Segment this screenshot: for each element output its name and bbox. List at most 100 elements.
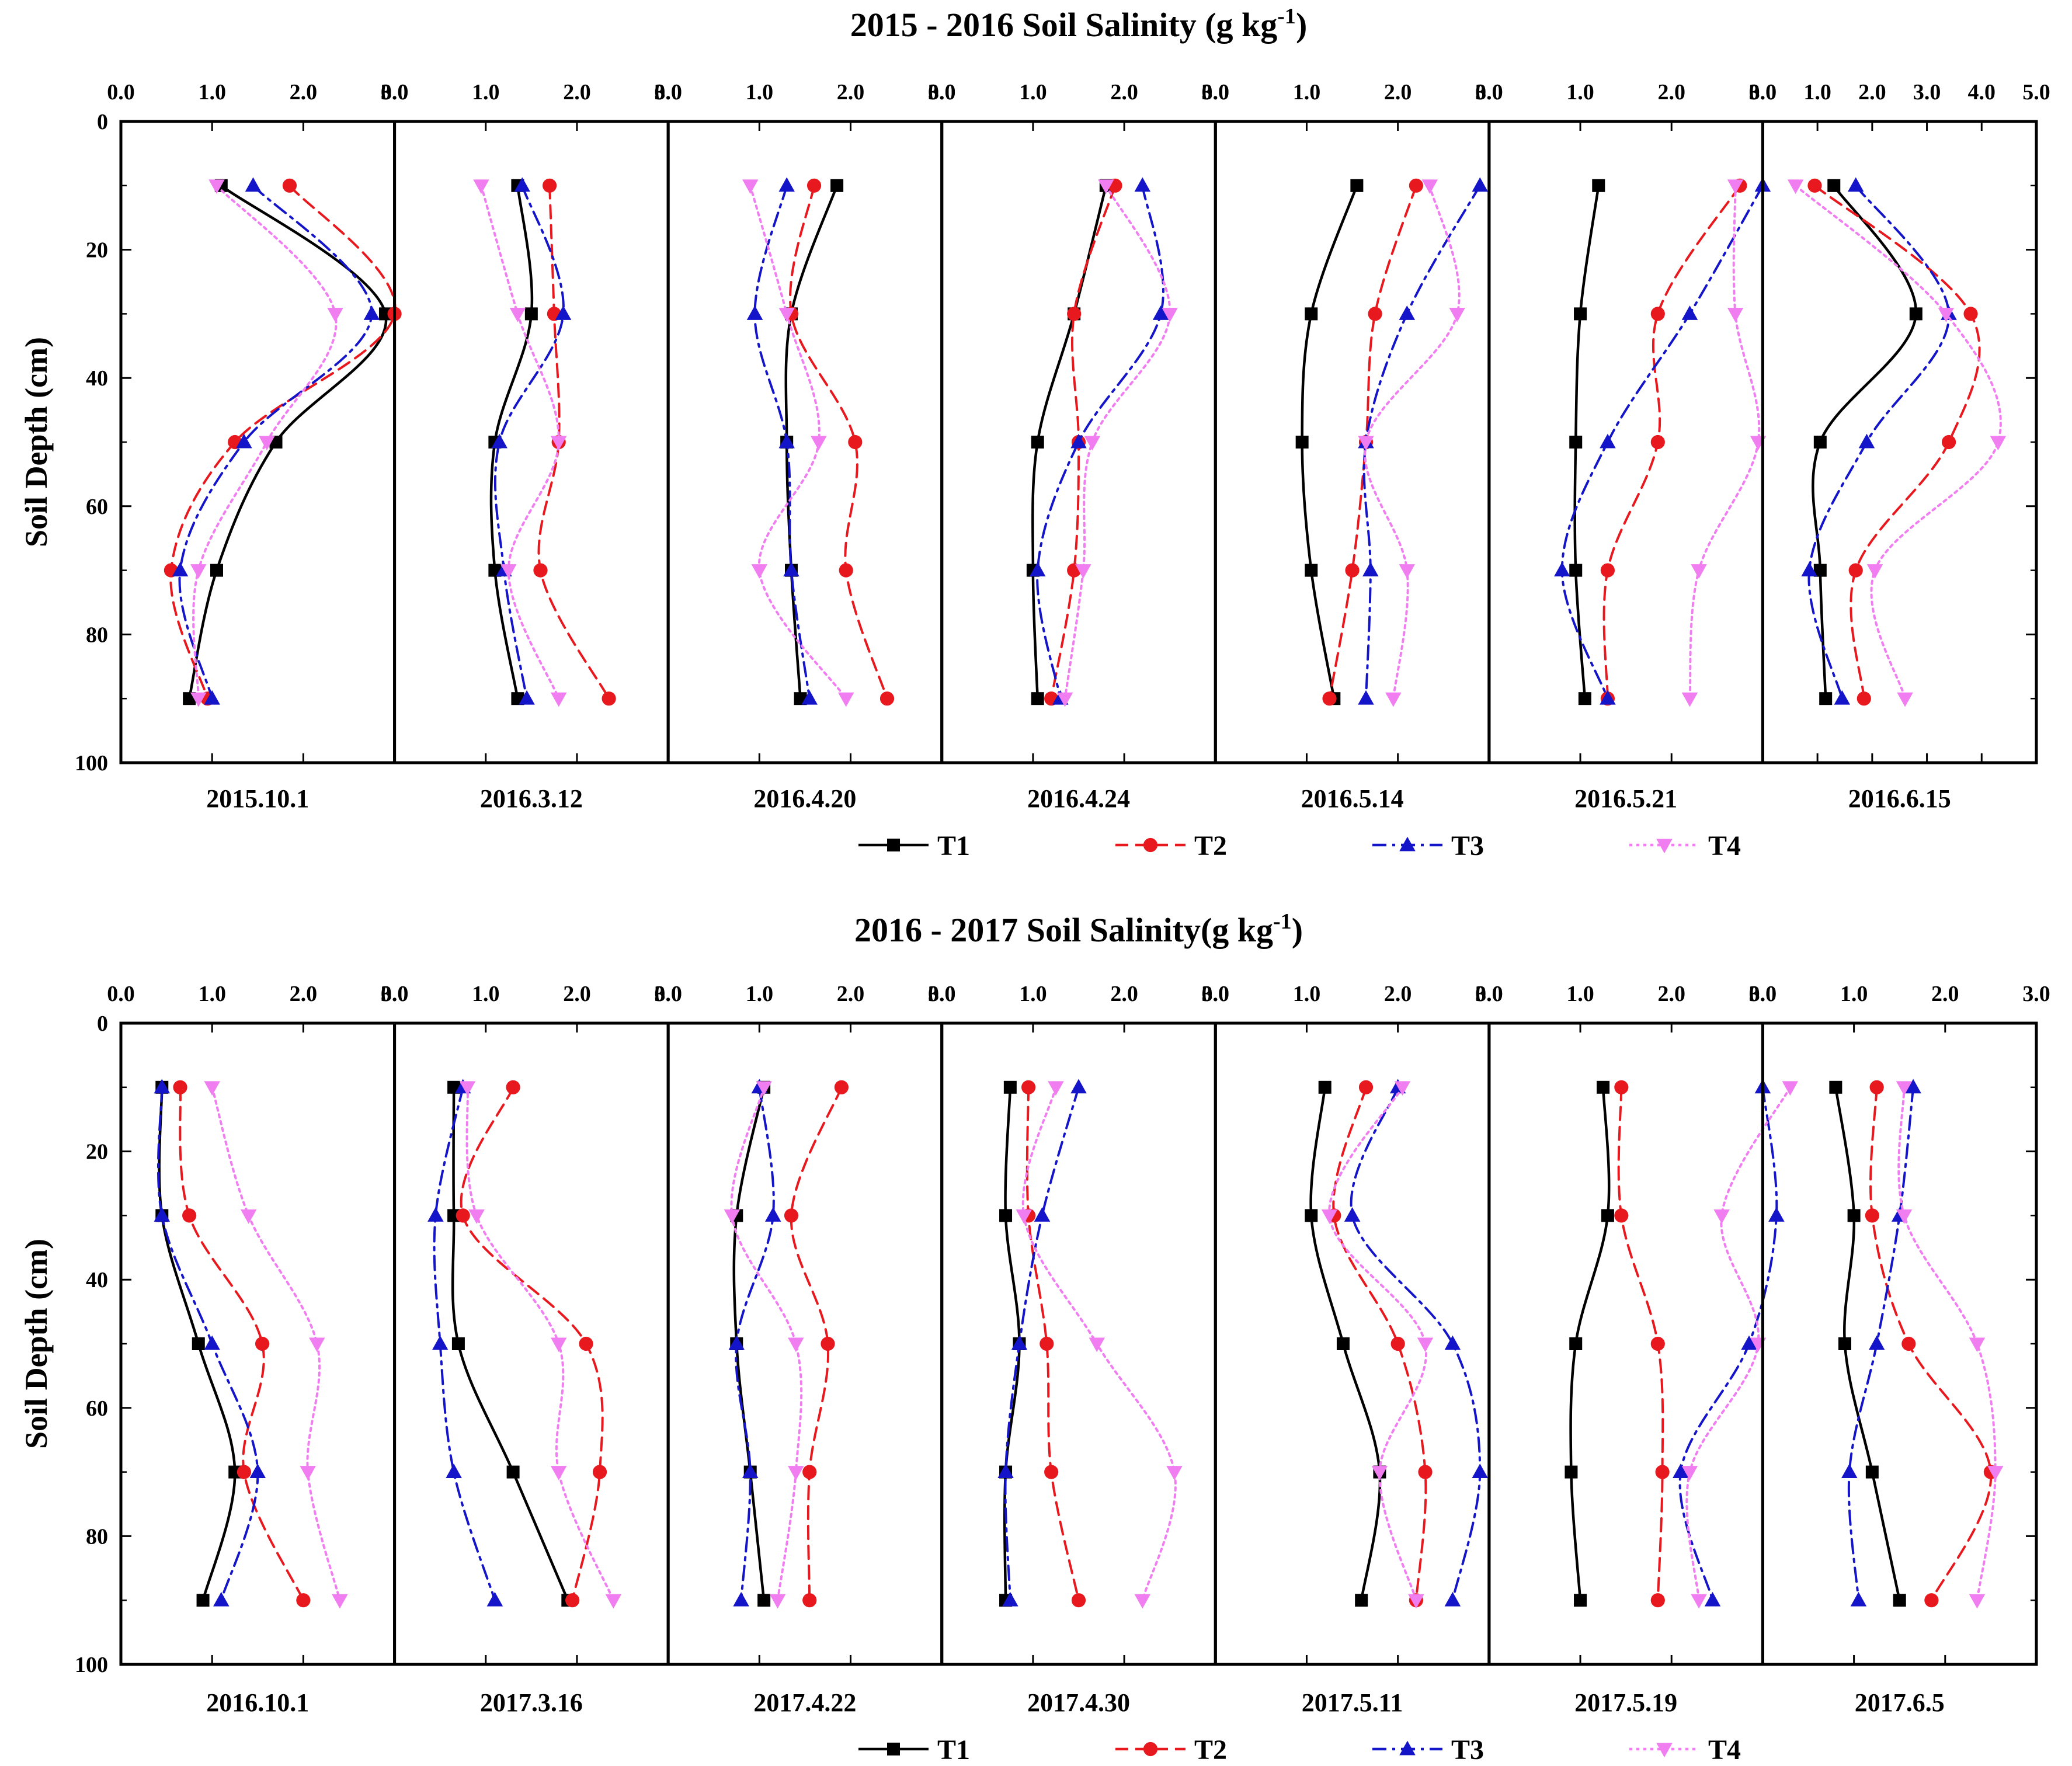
fig2-point-t4 bbox=[1896, 1209, 1913, 1224]
fig2-point-t2 bbox=[1650, 1336, 1665, 1351]
fig1-point-t4 bbox=[1681, 692, 1698, 707]
fig1-point-t2 bbox=[1409, 178, 1424, 193]
fig2-point-t2 bbox=[456, 1208, 470, 1223]
fig1-legend-label-t2: T2 bbox=[1194, 830, 1227, 861]
fig2-panel-frame bbox=[666, 1021, 944, 1666]
fig1-point-t1 bbox=[1031, 436, 1044, 449]
fig1-point-t4 bbox=[1385, 692, 1402, 707]
fig2-xtick-label: 2.0 bbox=[1657, 982, 1685, 1006]
fig1-point-t2 bbox=[1067, 307, 1082, 321]
fig1-point-t4 bbox=[751, 564, 768, 579]
fig2-xtick-label: 0.0 bbox=[1749, 982, 1777, 1006]
fig1-series-line-t4 bbox=[192, 184, 338, 700]
fig2-ylabel: Soil Depth (cm) bbox=[19, 1239, 54, 1449]
fig2-panel-frame bbox=[1487, 1021, 1764, 1666]
fig1-xtick-label: 2.0 bbox=[1858, 80, 1886, 105]
fig1-point-t4 bbox=[1787, 179, 1804, 194]
fig1-point-t1 bbox=[1813, 564, 1827, 577]
fig1-title: 2015 - 2016 Soil Salinity (g kg-1) bbox=[850, 4, 1308, 44]
fig2-point-t1 bbox=[1336, 1337, 1350, 1350]
fig1-point-t2 bbox=[1600, 563, 1615, 578]
fig2-point-t2 bbox=[1040, 1336, 1054, 1351]
fig2-xtick-label: 3.0 bbox=[381, 982, 409, 1006]
fig2-date-label: 2017.5.19 bbox=[1574, 1688, 1677, 1717]
fig2-point-t2 bbox=[1614, 1208, 1629, 1223]
fig1-point-t3 bbox=[801, 690, 818, 705]
fig2-xtick-label: 1.0 bbox=[1566, 982, 1594, 1006]
fig2-point-t2 bbox=[1614, 1080, 1629, 1094]
fig1-point-t4 bbox=[1421, 179, 1438, 194]
fig2-point-t4 bbox=[1408, 1594, 1424, 1609]
fig1-point-t4 bbox=[778, 307, 795, 322]
fig1-point-t2 bbox=[1345, 563, 1360, 578]
fig2-legend-marker-t1 bbox=[887, 1743, 900, 1755]
fig1-point-t4 bbox=[742, 179, 759, 194]
fig2-point-t3 bbox=[213, 1591, 230, 1607]
fig1-point-t2 bbox=[533, 563, 548, 578]
fig1-point-t1 bbox=[1592, 179, 1605, 192]
fig2-point-t4 bbox=[1681, 1466, 1698, 1480]
fig2-point-t3 bbox=[1344, 1207, 1361, 1222]
fig2-point-t3 bbox=[742, 1463, 759, 1479]
fig2-point-t3 bbox=[446, 1463, 462, 1479]
fig2-legend-marker-t2 bbox=[1143, 1741, 1158, 1757]
fig1-point-t3 bbox=[204, 690, 220, 705]
fig2-point-t4 bbox=[1417, 1337, 1434, 1353]
fig2-legend-label-t4: T4 bbox=[1708, 1734, 1741, 1765]
fig2-point-t3 bbox=[1444, 1591, 1461, 1607]
fig1-xtick-label: 1.0 bbox=[198, 80, 226, 105]
fig1-point-t3 bbox=[1029, 562, 1046, 577]
fig2-point-t4 bbox=[1321, 1209, 1338, 1224]
fig2-xtick-label: 1.0 bbox=[746, 982, 774, 1006]
fig1-panel-frame bbox=[1214, 120, 1491, 764]
fig1-ylabel: Soil Depth (cm) bbox=[19, 337, 54, 547]
fig1-point-t1 bbox=[1569, 436, 1583, 449]
fig2-point-t3 bbox=[1011, 1335, 1028, 1350]
fig2-point-t2 bbox=[173, 1080, 187, 1094]
fig1-series-line-t1 bbox=[1812, 184, 1918, 700]
fig2-point-t4 bbox=[769, 1594, 786, 1609]
fig1-point-t3 bbox=[1070, 433, 1087, 449]
fig2-point-t2 bbox=[802, 1465, 817, 1479]
fig1-point-t4 bbox=[1449, 307, 1465, 322]
fig2-xtick-label: 2.0 bbox=[837, 982, 865, 1006]
fig2-point-t3 bbox=[728, 1335, 745, 1350]
fig2-point-t2 bbox=[1358, 1080, 1374, 1094]
fig2-xtick-label: 0.0 bbox=[1202, 982, 1230, 1006]
fig1-xtick-label: 0.0 bbox=[654, 80, 682, 105]
fig1-point-t1 bbox=[1569, 564, 1583, 577]
fig1-xtick-label: 0.0 bbox=[1475, 80, 1503, 105]
fig1-point-t4 bbox=[1691, 564, 1707, 579]
fig2-xtick-label: 2.0 bbox=[290, 982, 318, 1006]
fig2-point-t1 bbox=[1574, 1594, 1587, 1607]
fig1-point-t4 bbox=[473, 179, 489, 194]
fig1-xtick-label: 0.0 bbox=[1749, 80, 1777, 105]
fig2-point-t2 bbox=[1390, 1336, 1405, 1351]
fig1-legend-marker-t2 bbox=[1143, 837, 1158, 853]
fig2-point-t1 bbox=[1601, 1209, 1614, 1222]
fig1-point-t1 bbox=[1305, 564, 1318, 577]
fig1-ytick-label: 20 bbox=[86, 238, 108, 263]
fig2-point-t3 bbox=[1444, 1335, 1461, 1350]
fig2-point-t4 bbox=[550, 1337, 567, 1353]
fig2-date-label: 2017.4.22 bbox=[753, 1688, 856, 1717]
fig2-point-t2 bbox=[1655, 1465, 1670, 1479]
fig2-date-label: 2017.6.5 bbox=[1855, 1688, 1945, 1717]
fig1-panel-frame bbox=[1487, 120, 1764, 764]
fig2-point-t2 bbox=[182, 1208, 197, 1223]
fig2-xtick-label: 0.0 bbox=[381, 982, 409, 1006]
fig2-point-t3 bbox=[1841, 1463, 1858, 1479]
fig2-point-t1 bbox=[757, 1594, 771, 1607]
fig1-xtick-label: 3.0 bbox=[1202, 80, 1230, 105]
fig2-point-t2 bbox=[296, 1593, 311, 1608]
fig2-xtick-label: 1.0 bbox=[198, 982, 226, 1006]
fig2-point-t2 bbox=[1869, 1080, 1884, 1094]
fig2-legend-label-t1: T1 bbox=[937, 1734, 970, 1765]
fig2-point-t3 bbox=[765, 1207, 781, 1222]
fig2-xtick-label: 2.0 bbox=[1384, 982, 1412, 1006]
fig2-point-t1 bbox=[1829, 1080, 1842, 1094]
fig2-point-t1 bbox=[1838, 1337, 1851, 1350]
fig1-xtick-label: 3.0 bbox=[381, 80, 409, 105]
fig1-legend-label-t3: T3 bbox=[1451, 830, 1484, 861]
fig2-point-t4 bbox=[1691, 1594, 1707, 1609]
